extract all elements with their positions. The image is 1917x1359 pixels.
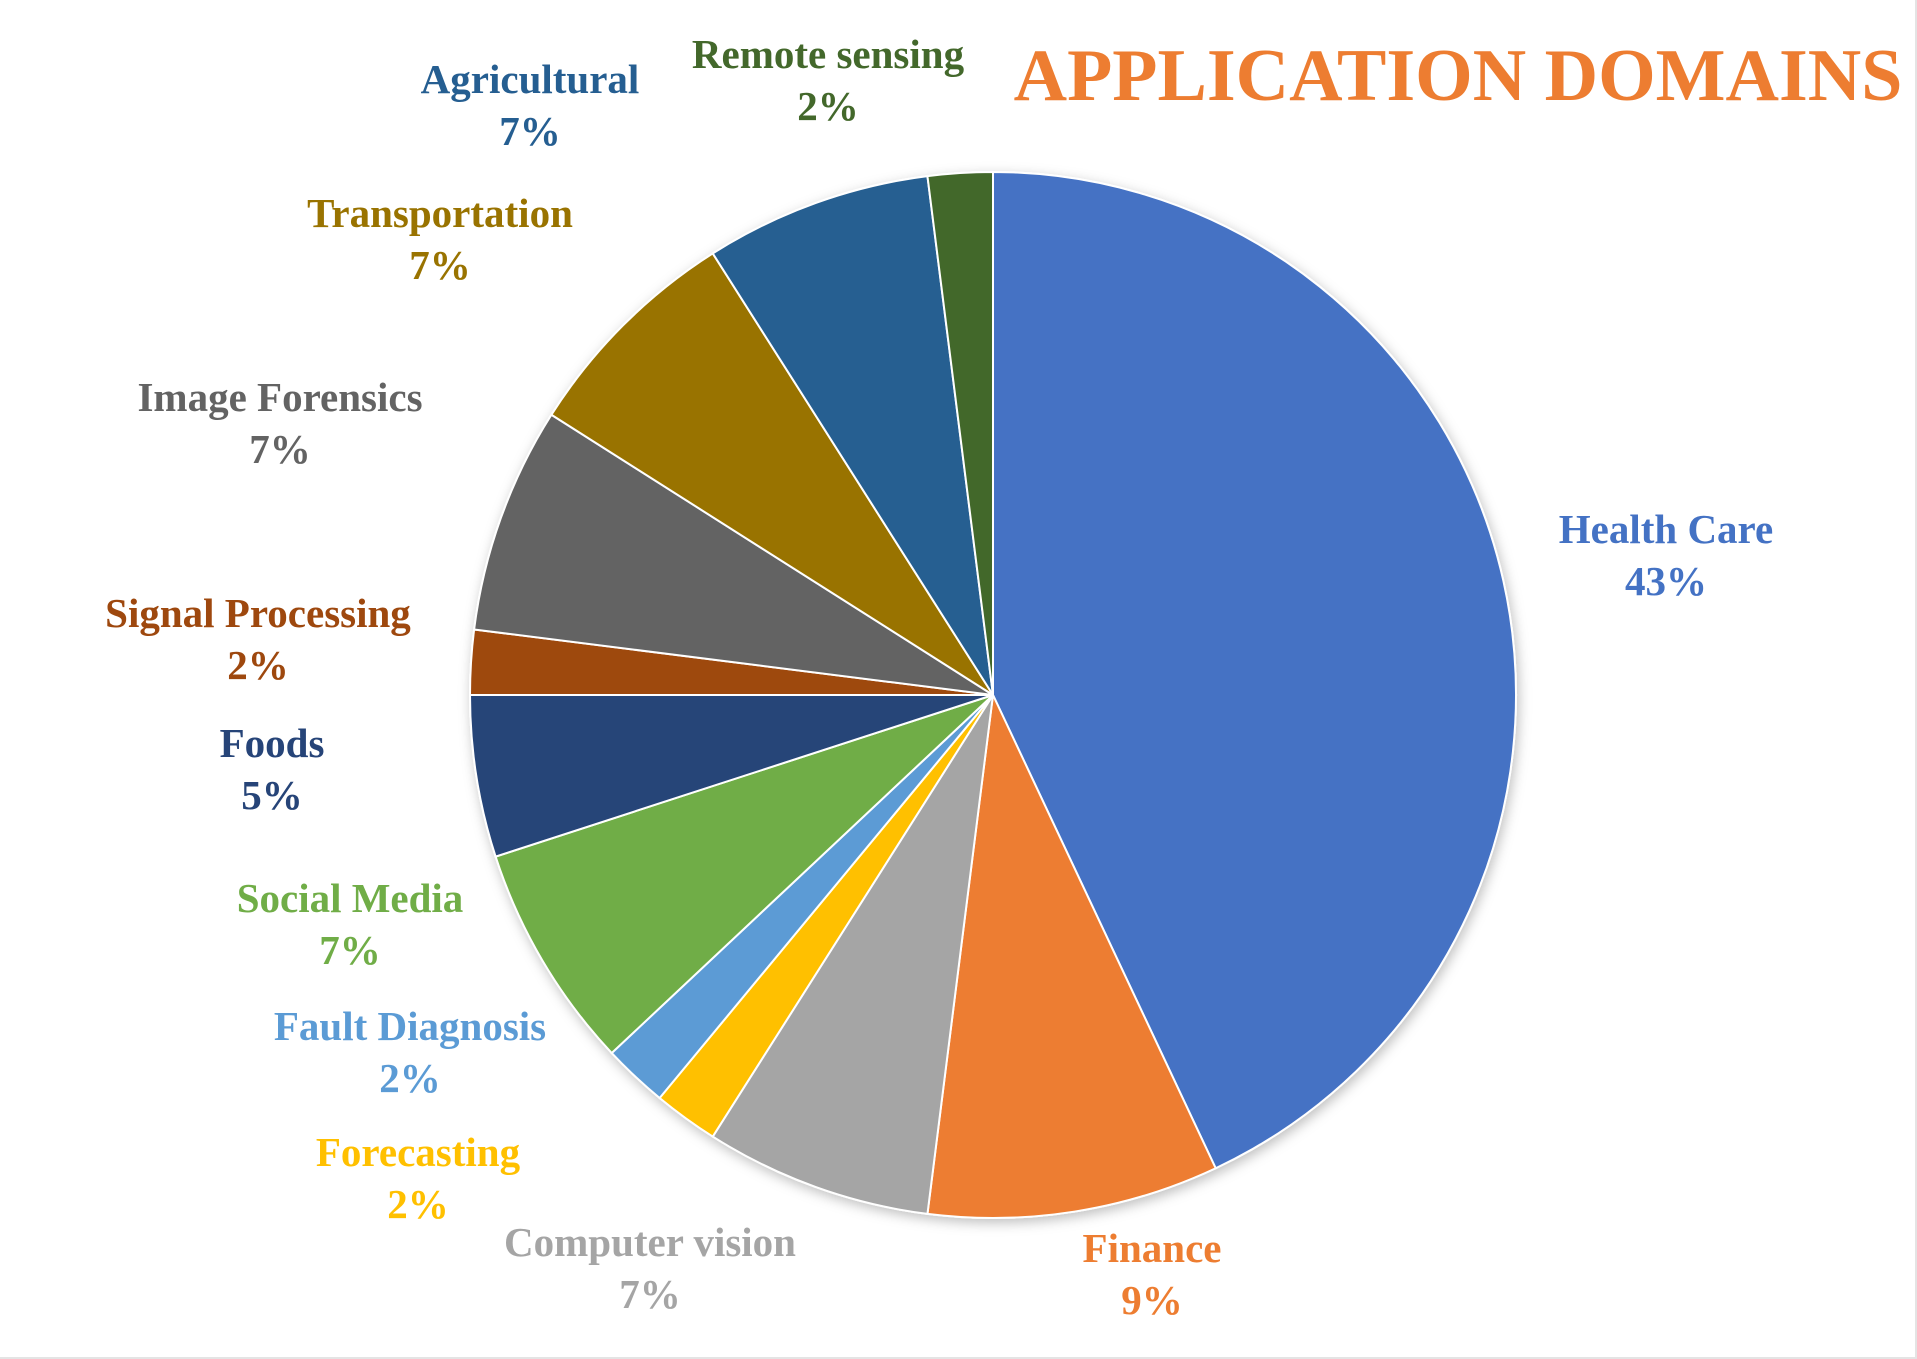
slice-label-finance: Finance 9%	[1083, 1225, 1222, 1323]
slice-percent-label: 2%	[387, 1181, 449, 1227]
slice-percent-label: 7%	[319, 927, 381, 973]
slice-label-foods: Foods 5%	[220, 720, 325, 818]
slice-percent-label: 7%	[619, 1271, 681, 1317]
pie-slice-foods	[468, 694, 994, 858]
slice-label-health-care: Health Care 43%	[1559, 506, 1773, 604]
slice-label-social-media: Social Media 7%	[237, 875, 464, 973]
pie-slice-social-media	[494, 694, 994, 1055]
slice-percent-label: 43%	[1625, 558, 1707, 604]
slice-category-label: Signal Processing	[105, 590, 411, 636]
slice-category-label: Image Forensics	[137, 374, 422, 420]
slice-label-forecasting: Forecasting 2%	[316, 1129, 521, 1227]
slice-category-label: Social Media	[237, 875, 464, 921]
slice-label-transportation: Transportation 7%	[307, 190, 573, 288]
slice-label-agricultural: Agricultural 7%	[421, 56, 640, 154]
slice-label-computer-vision: Computer vision 7%	[504, 1219, 796, 1317]
slice-percent-label: 2%	[797, 83, 859, 129]
slice-category-label: Health Care	[1559, 506, 1773, 552]
slice-category-label: Foods	[220, 720, 325, 766]
slice-percent-label: 7%	[409, 242, 471, 288]
pie-slice-agricultural	[711, 175, 994, 696]
slice-percent-label: 5%	[241, 772, 303, 818]
pie-slice-finance	[926, 691, 1218, 1219]
slice-label-signal-processing: Signal Processing 2%	[105, 590, 411, 688]
slice-category-label: Finance	[1083, 1225, 1222, 1271]
slice-percent-label: 2%	[379, 1055, 441, 1101]
slice-percent-label: 2%	[227, 642, 289, 688]
pie-slices	[468, 170, 1517, 1219]
slice-label-remote-sensing: Remote sensing 2%	[692, 31, 965, 129]
chart-title: APPLICATION DOMAINS	[1014, 35, 1903, 117]
slice-category-label: Forecasting	[316, 1129, 521, 1175]
slice-category-label: Transportation	[307, 190, 573, 236]
slice-label-image-forensics: Image Forensics 7%	[137, 374, 422, 472]
slice-labels: Health Care 43% Finance 9% Computer vision 7%…	[105, 31, 1773, 1323]
pie-slice-health-care	[992, 170, 1517, 1170]
slice-percent-label: 7%	[249, 426, 311, 472]
slice-category-label: Computer vision	[504, 1219, 796, 1265]
slice-percent-label: 7%	[499, 108, 561, 154]
pie-slice-transportation	[550, 252, 994, 696]
slice-category-label: Remote sensing	[692, 31, 965, 77]
pie-slice-computer-vision	[711, 694, 994, 1215]
slice-category-label: Agricultural	[421, 56, 640, 102]
slice-label-fault-diagnosis: Fault Diagnosis 2%	[274, 1003, 546, 1101]
slice-category-label: Fault Diagnosis	[274, 1003, 546, 1049]
pie-slice-remote-sensing	[926, 170, 994, 696]
slice-percent-label: 9%	[1121, 1277, 1183, 1323]
pie-slice-image-forensics	[473, 413, 994, 696]
